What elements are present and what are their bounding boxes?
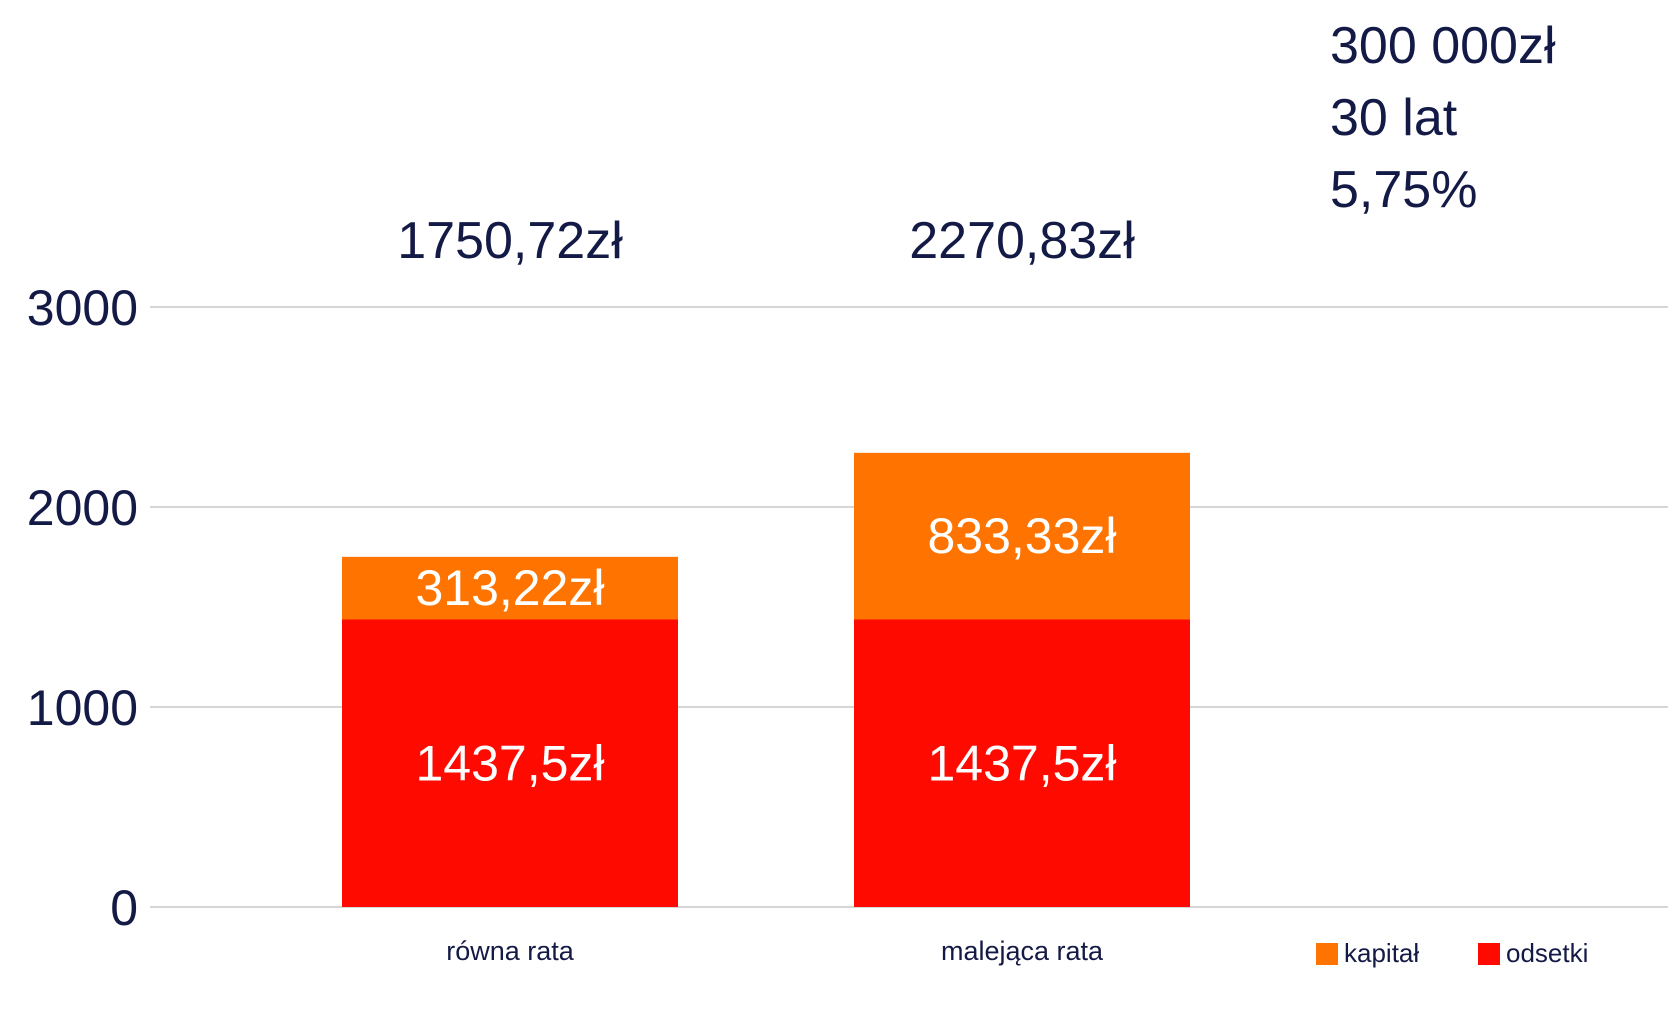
x-tick-label-0: równa rata: [446, 936, 575, 966]
bar-kapitał-1: [854, 452, 1190, 620]
data-label-odsetki-1: 1437,5zł: [927, 735, 1116, 791]
y-tick-label-1000: 1000: [27, 680, 138, 736]
total-label-1: 2270,83zł: [909, 212, 1135, 270]
total-label-0: 1750,72zł: [397, 212, 623, 270]
data-label-kapitał-0: 313,22zł: [415, 560, 604, 616]
y-tick-label-3000: 3000: [27, 280, 138, 336]
loan-info-term: 30 lat: [1330, 89, 1458, 147]
y-tick-label-2000: 2000: [27, 480, 138, 536]
bar-kapitał-0: [342, 556, 678, 620]
data-label-kapitał-1: 833,33zł: [927, 508, 1116, 564]
legend-swatch-kapital: [1316, 942, 1338, 965]
legend-swatch-odsetki: [1478, 942, 1500, 965]
legend-item-kapital: kapitał: [1316, 938, 1419, 969]
loan-info-rate: 5,75%: [1330, 161, 1478, 219]
bar-odsetki-1: [854, 619, 1190, 907]
x-tick-label-1: malejąca rata: [941, 936, 1104, 966]
bar-odsetki-0: [342, 619, 678, 907]
data-label-odsetki-0: 1437,5zł: [415, 735, 604, 791]
legend-label-odsetki: odsetki: [1506, 938, 1589, 968]
legend-label-kapital: kapitał: [1344, 938, 1420, 968]
loan-info-amount: 300 000zł: [1330, 17, 1556, 75]
y-tick-label-0: 0: [110, 880, 138, 936]
legend-item-odsetki: odsetki: [1478, 938, 1588, 969]
